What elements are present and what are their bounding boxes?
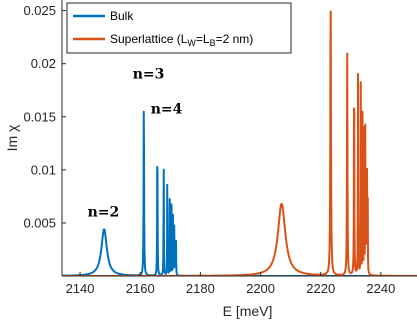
x-tick-label: 2220	[306, 281, 335, 296]
y-tick-label: 0.015	[23, 109, 56, 124]
peak-label-n2: n=2	[88, 205, 120, 221]
y-tick-label: 0.025	[23, 3, 56, 18]
x-axis-label: E [meV]	[223, 303, 273, 319]
legend-box	[66, 2, 292, 54]
legend-label-bulk: Bulk	[110, 9, 134, 23]
x-tick-label: 2180	[186, 281, 215, 296]
x-tick-label: 2240	[366, 281, 395, 296]
peak-label-n3: n=3	[133, 67, 165, 83]
x-tick-label: 2160	[126, 281, 155, 296]
axes	[61, 0, 417, 277]
y-tick-label: 0.02	[31, 56, 56, 71]
legend: Bulk Superlattice (LW=LB=2 nm)	[66, 2, 292, 54]
annotations: n=2 n=3 n=4	[88, 67, 183, 221]
y-tick-label: 0.01	[31, 162, 56, 177]
peak-label-n4: n=4	[151, 102, 183, 118]
x-tick-label: 2200	[246, 281, 275, 296]
y-axis-label: Im χ	[4, 124, 20, 151]
x-tick-label: 2140	[66, 281, 95, 296]
legend-label-superlattice: Superlattice (LW=LB=2 nm)	[110, 32, 253, 48]
tick-labels: 2140 2160 2180 2200 2220 2240 0.005 0.01 0.015 0.…	[23, 3, 395, 296]
y-tick-label: 0.005	[23, 215, 56, 230]
